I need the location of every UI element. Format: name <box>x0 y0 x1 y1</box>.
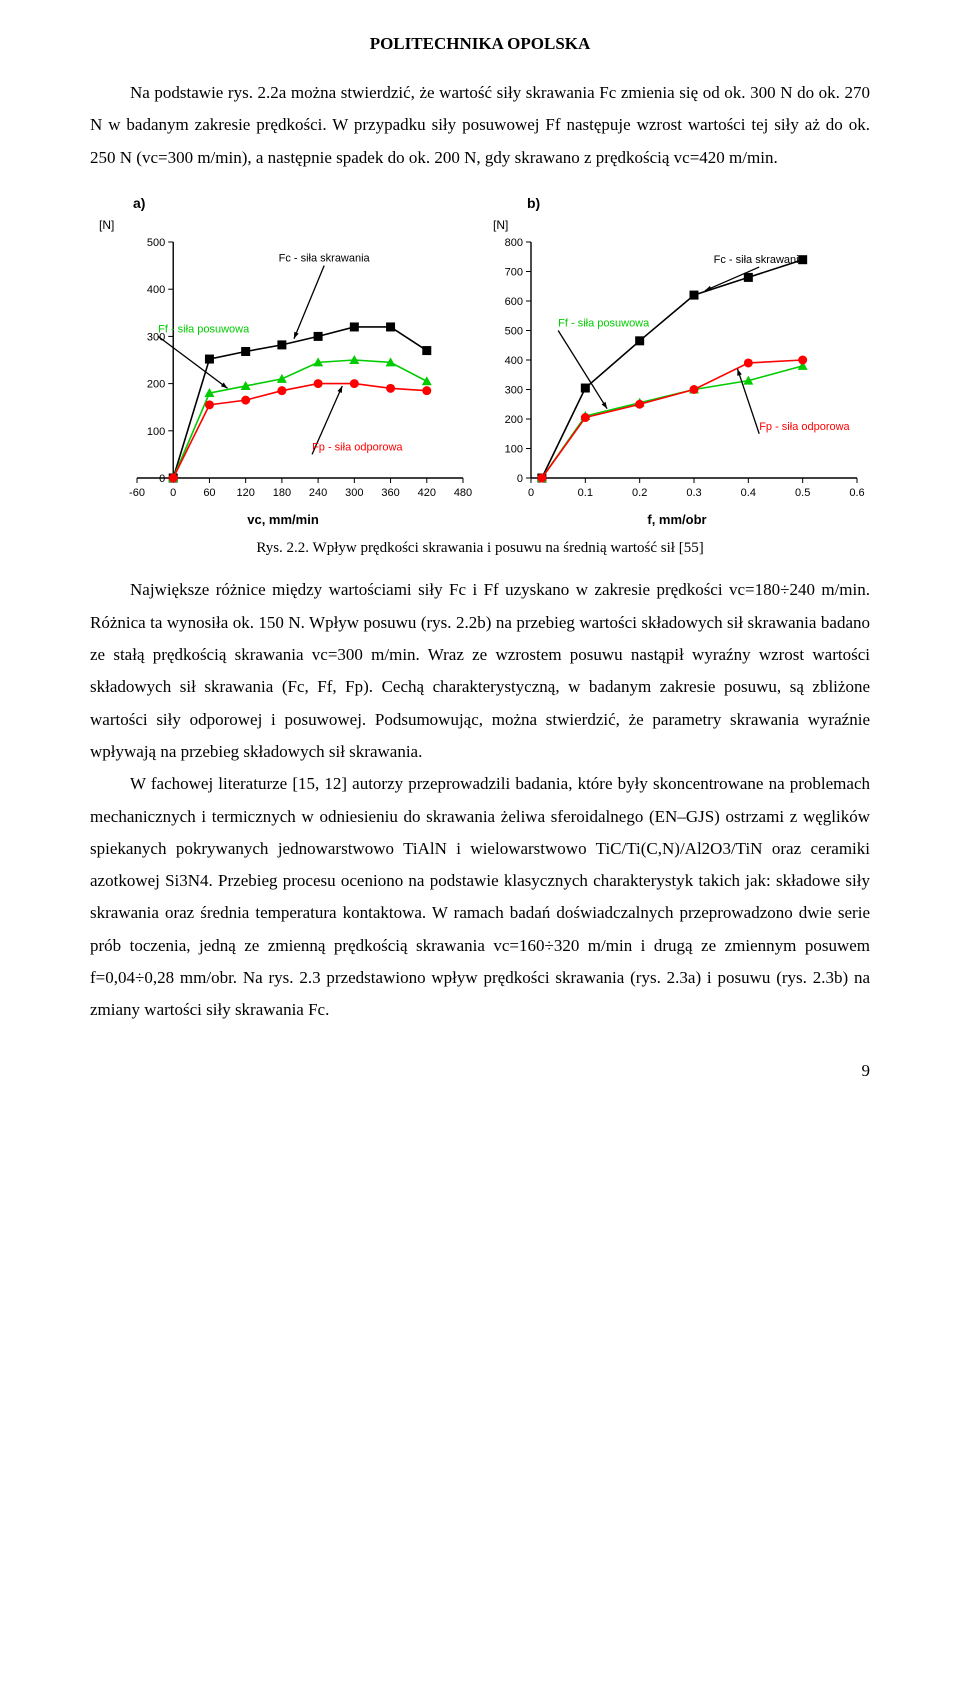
paragraph-2: Największe różnice między wartościami si… <box>90 574 870 768</box>
svg-text:400: 400 <box>147 284 165 296</box>
svg-text:0: 0 <box>159 473 165 485</box>
paragraph-3: W fachowej literaturze [15, 12] autorzy … <box>90 768 870 1026</box>
svg-text:420: 420 <box>418 487 436 499</box>
x-label-b: f, mm/obr <box>487 510 867 531</box>
x-label-a: vc, mm/min <box>93 510 473 531</box>
svg-text:-60: -60 <box>129 487 145 499</box>
svg-text:300: 300 <box>505 384 523 396</box>
chart-letter-b: b) <box>527 192 867 214</box>
svg-text:0: 0 <box>528 487 534 499</box>
svg-text:Fp - siła odporowa: Fp - siła odporowa <box>312 441 403 453</box>
y-unit-b: [N] <box>493 216 867 235</box>
chart-a: a) [N] -60 0 60 120 180 240 300 360 420 480 0 100 20… <box>93 192 473 530</box>
svg-text:240: 240 <box>309 487 327 499</box>
svg-text:180: 180 <box>273 487 291 499</box>
svg-text:0.4: 0.4 <box>741 487 756 499</box>
svg-text:0.1: 0.1 <box>578 487 593 499</box>
svg-text:200: 200 <box>147 378 165 390</box>
svg-text:100: 100 <box>505 443 523 455</box>
svg-text:Ff - siła posuwowa: Ff - siła posuwowa <box>158 323 250 335</box>
svg-text:120: 120 <box>236 487 254 499</box>
svg-text:60: 60 <box>203 487 215 499</box>
svg-text:500: 500 <box>505 325 523 337</box>
svg-text:Fc - siła skrawania: Fc - siła skrawania <box>279 252 371 264</box>
svg-text:360: 360 <box>381 487 399 499</box>
svg-text:100: 100 <box>147 425 165 437</box>
paragraph-1: Na podstawie rys. 2.2a można stwierdzić,… <box>90 77 870 174</box>
figure-caption: Rys. 2.2. Wpływ prędkości skrawania i po… <box>90 536 870 560</box>
svg-text:300: 300 <box>345 487 363 499</box>
page-number: 9 <box>90 1057 870 1084</box>
svg-text:0: 0 <box>170 487 176 499</box>
svg-text:Fc - siła skrawania: Fc - siła skrawania <box>714 254 806 266</box>
chart-b-svg: 0 0.1 0.2 0.3 0.4 0.5 0.6 0 100 200 300 400 500 600 70… <box>487 236 867 506</box>
svg-text:Fp - siła odporowa: Fp - siła odporowa <box>759 420 850 432</box>
figure-2-2: a) [N] -60 0 60 120 180 240 300 360 420 480 0 100 20… <box>90 192 870 560</box>
svg-text:700: 700 <box>505 266 523 278</box>
svg-text:0.2: 0.2 <box>632 487 647 499</box>
chart-letter-a: a) <box>133 192 473 214</box>
svg-text:480: 480 <box>454 487 472 499</box>
svg-text:Ff - siła posuwowa: Ff - siła posuwowa <box>558 317 650 329</box>
svg-text:600: 600 <box>505 296 523 308</box>
svg-text:0.6: 0.6 <box>849 487 864 499</box>
y-unit-a: [N] <box>99 216 473 235</box>
chart-b: b) [N] 0 0.1 0.2 0.3 0.4 0.5 0.6 0 100 200 300 400 5… <box>487 192 867 530</box>
svg-text:200: 200 <box>505 414 523 426</box>
svg-text:0: 0 <box>517 473 523 485</box>
svg-text:500: 500 <box>147 237 165 249</box>
svg-text:0.5: 0.5 <box>795 487 810 499</box>
chart-a-svg: -600601201802403003604204800100200300400… <box>93 236 473 506</box>
svg-text:800: 800 <box>505 237 523 249</box>
page-header: POLITECHNIKA OPOLSKA <box>90 30 870 57</box>
svg-text:400: 400 <box>505 355 523 367</box>
svg-text:0.3: 0.3 <box>686 487 701 499</box>
